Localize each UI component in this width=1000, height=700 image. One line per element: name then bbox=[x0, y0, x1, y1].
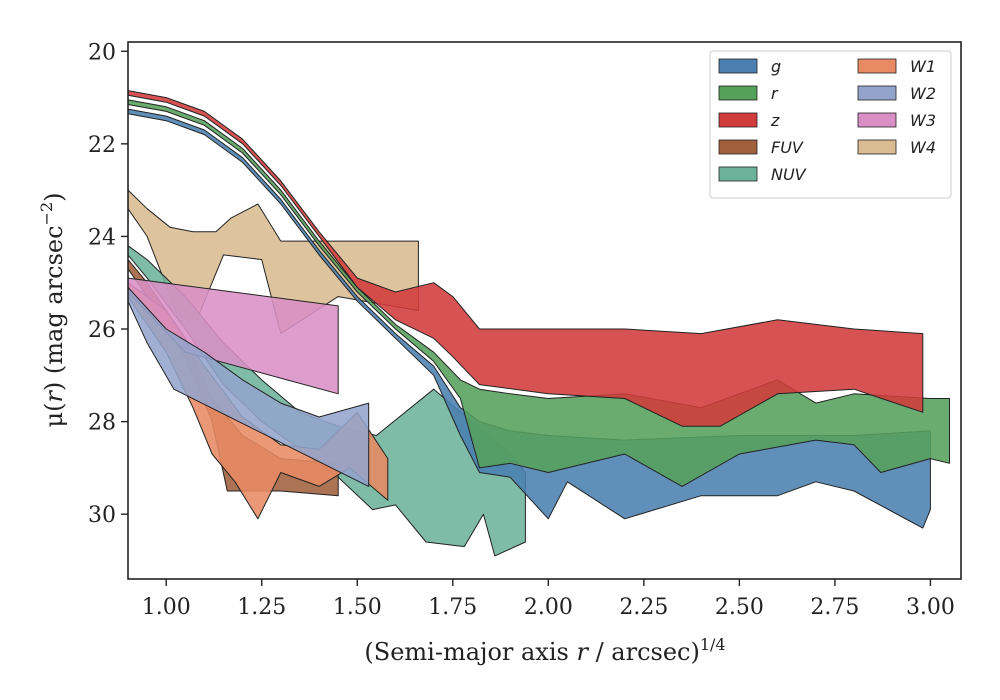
series-layer bbox=[127, 90, 950, 557]
y-tick-label: 20 bbox=[88, 40, 116, 65]
y-tick-label: 24 bbox=[88, 225, 116, 250]
y-axis: 20 22 24 26 28 30 bbox=[88, 40, 128, 528]
x-tick-label: 1.50 bbox=[333, 595, 382, 620]
y-tick-label: 26 bbox=[88, 318, 116, 343]
legend-label-g: g bbox=[771, 57, 781, 76]
plot-frame bbox=[127, 41, 962, 580]
legend-label-w4: W4 bbox=[910, 138, 936, 157]
legend-swatch-fuv bbox=[718, 139, 758, 155]
x-tick-label: 1.75 bbox=[428, 595, 477, 620]
x-axis: 1.00 1.25 1.50 1.75 2.00 2.25 2.50 2.75 3.00 bbox=[142, 579, 955, 620]
legend-label-nuv: NUV bbox=[771, 165, 807, 184]
legend: grz FUV NUV W1 W2 W3 W4 bbox=[709, 50, 952, 199]
legend-label-z: z bbox=[770, 111, 780, 130]
legend-swatch-w4 bbox=[857, 139, 897, 155]
x-tick-label: 1.25 bbox=[237, 595, 286, 620]
legend-swatch-w3 bbox=[857, 112, 897, 128]
x-axis-label: (Semi-major axis r / arcsec)1/4 bbox=[364, 635, 725, 666]
series-w2-band bbox=[127, 286, 370, 487]
x-tick-label: 2.00 bbox=[524, 595, 573, 620]
legend-swatch-r bbox=[718, 85, 758, 101]
x-tick-label: 2.50 bbox=[715, 595, 764, 620]
legend-label-r: r bbox=[771, 84, 779, 103]
legend-label-w1: W1 bbox=[910, 57, 936, 76]
legend-label-w2: W2 bbox=[910, 84, 936, 103]
legend-swatch-w1 bbox=[857, 58, 897, 74]
series-z-band bbox=[127, 90, 924, 427]
y-tick-label: 30 bbox=[88, 503, 116, 528]
x-tick-label: 1.00 bbox=[142, 595, 191, 620]
y-tick-label: 28 bbox=[88, 411, 116, 436]
y-axis-label: μ(r) (mag arcsec−2) bbox=[37, 192, 68, 427]
legend-swatch-g bbox=[718, 58, 758, 74]
legend-swatch-nuv bbox=[718, 166, 758, 182]
legend-label-fuv: FUV bbox=[771, 138, 804, 157]
legend-swatch-w2 bbox=[857, 85, 897, 101]
x-tick-label: 2.75 bbox=[810, 595, 859, 620]
y-tick-label: 22 bbox=[88, 133, 116, 158]
x-tick-label: 2.25 bbox=[619, 595, 668, 620]
x-tick-label: 3.00 bbox=[906, 595, 955, 620]
legend-label-w3: W3 bbox=[910, 111, 936, 130]
series-r-band bbox=[127, 99, 950, 487]
legend-swatch-z bbox=[718, 112, 758, 128]
